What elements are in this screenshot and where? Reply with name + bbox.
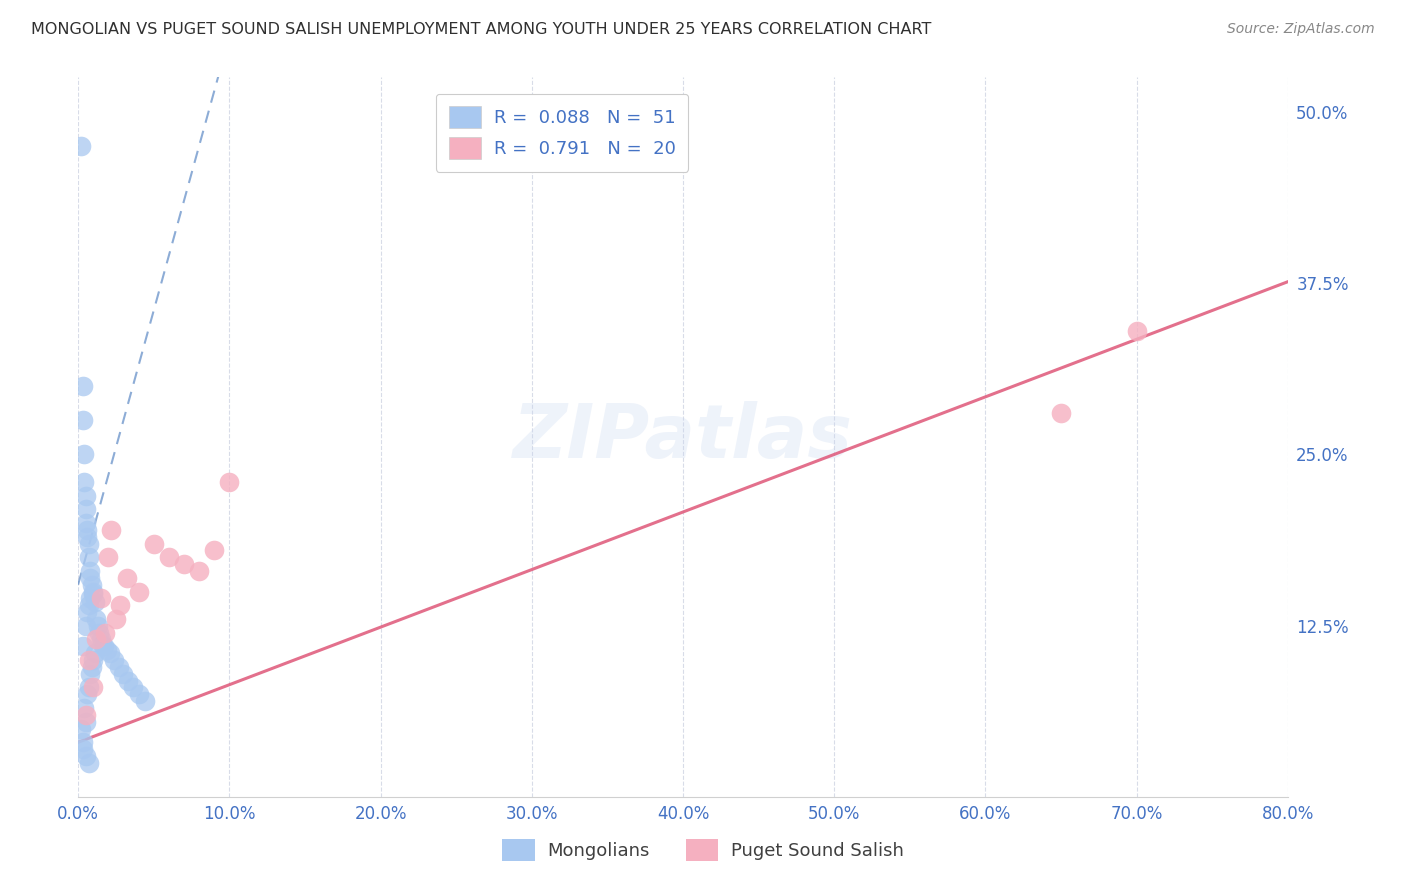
Point — [79, 564, 101, 578]
Point — [79, 666, 101, 681]
Point — [79, 571, 101, 585]
Point — [112, 666, 135, 681]
Point — [100, 523, 122, 537]
Point — [73, 447, 96, 461]
Point — [72, 735, 94, 749]
Point — [75, 707, 97, 722]
Point — [110, 599, 132, 613]
Point — [76, 687, 98, 701]
Point — [75, 714, 97, 729]
Point — [82, 681, 104, 695]
Point — [157, 550, 180, 565]
Point — [90, 632, 112, 647]
Point — [83, 646, 105, 660]
Point — [77, 681, 100, 695]
Point — [72, 379, 94, 393]
Point — [79, 591, 101, 606]
Point — [89, 625, 111, 640]
Point — [76, 605, 98, 619]
Point — [77, 599, 100, 613]
Point — [134, 694, 156, 708]
Point — [77, 756, 100, 770]
Point — [1125, 324, 1147, 338]
Point — [108, 660, 131, 674]
Point — [83, 595, 105, 609]
Point — [218, 475, 240, 489]
Point — [70, 139, 93, 153]
Text: Source: ZipAtlas.com: Source: ZipAtlas.com — [1227, 22, 1375, 37]
Point — [80, 660, 103, 674]
Point — [90, 591, 112, 606]
Point — [70, 722, 93, 736]
Legend: R =  0.088   N =  51, R =  0.791   N =  20: R = 0.088 N = 51, R = 0.791 N = 20 — [436, 94, 688, 172]
Point — [121, 681, 143, 695]
Point — [142, 536, 165, 550]
Point — [128, 584, 150, 599]
Point — [77, 536, 100, 550]
Point — [97, 550, 120, 565]
Point — [82, 653, 104, 667]
Point — [75, 502, 97, 516]
Point — [84, 632, 107, 647]
Point — [117, 673, 139, 688]
Point — [93, 640, 115, 654]
Point — [202, 543, 225, 558]
Point — [72, 413, 94, 427]
Point — [77, 653, 100, 667]
Point — [82, 587, 104, 601]
Point — [75, 749, 97, 764]
Point — [77, 550, 100, 565]
Point — [72, 742, 94, 756]
Point — [75, 516, 97, 530]
Point — [98, 646, 121, 660]
Point — [72, 640, 94, 654]
Point — [128, 687, 150, 701]
Point — [91, 637, 114, 651]
Point — [73, 475, 96, 489]
Point — [188, 564, 211, 578]
Point — [80, 577, 103, 591]
Text: MONGOLIAN VS PUGET SOUND SALISH UNEMPLOYMENT AMONG YOUTH UNDER 25 YEARS CORRELAT: MONGOLIAN VS PUGET SOUND SALISH UNEMPLOY… — [31, 22, 931, 37]
Point — [75, 619, 97, 633]
Point — [73, 701, 96, 715]
Point — [76, 523, 98, 537]
Point — [173, 557, 195, 571]
Point — [76, 530, 98, 544]
Point — [84, 612, 107, 626]
Legend: Mongolians, Puget Sound Salish: Mongolians, Puget Sound Salish — [489, 827, 917, 874]
Point — [82, 584, 104, 599]
Point — [115, 571, 138, 585]
Point — [96, 643, 118, 657]
Point — [87, 619, 110, 633]
Text: ZIPatlas: ZIPatlas — [513, 401, 853, 474]
Point — [104, 612, 127, 626]
Point — [1050, 406, 1073, 420]
Point — [103, 653, 125, 667]
Point — [94, 625, 117, 640]
Point — [75, 489, 97, 503]
